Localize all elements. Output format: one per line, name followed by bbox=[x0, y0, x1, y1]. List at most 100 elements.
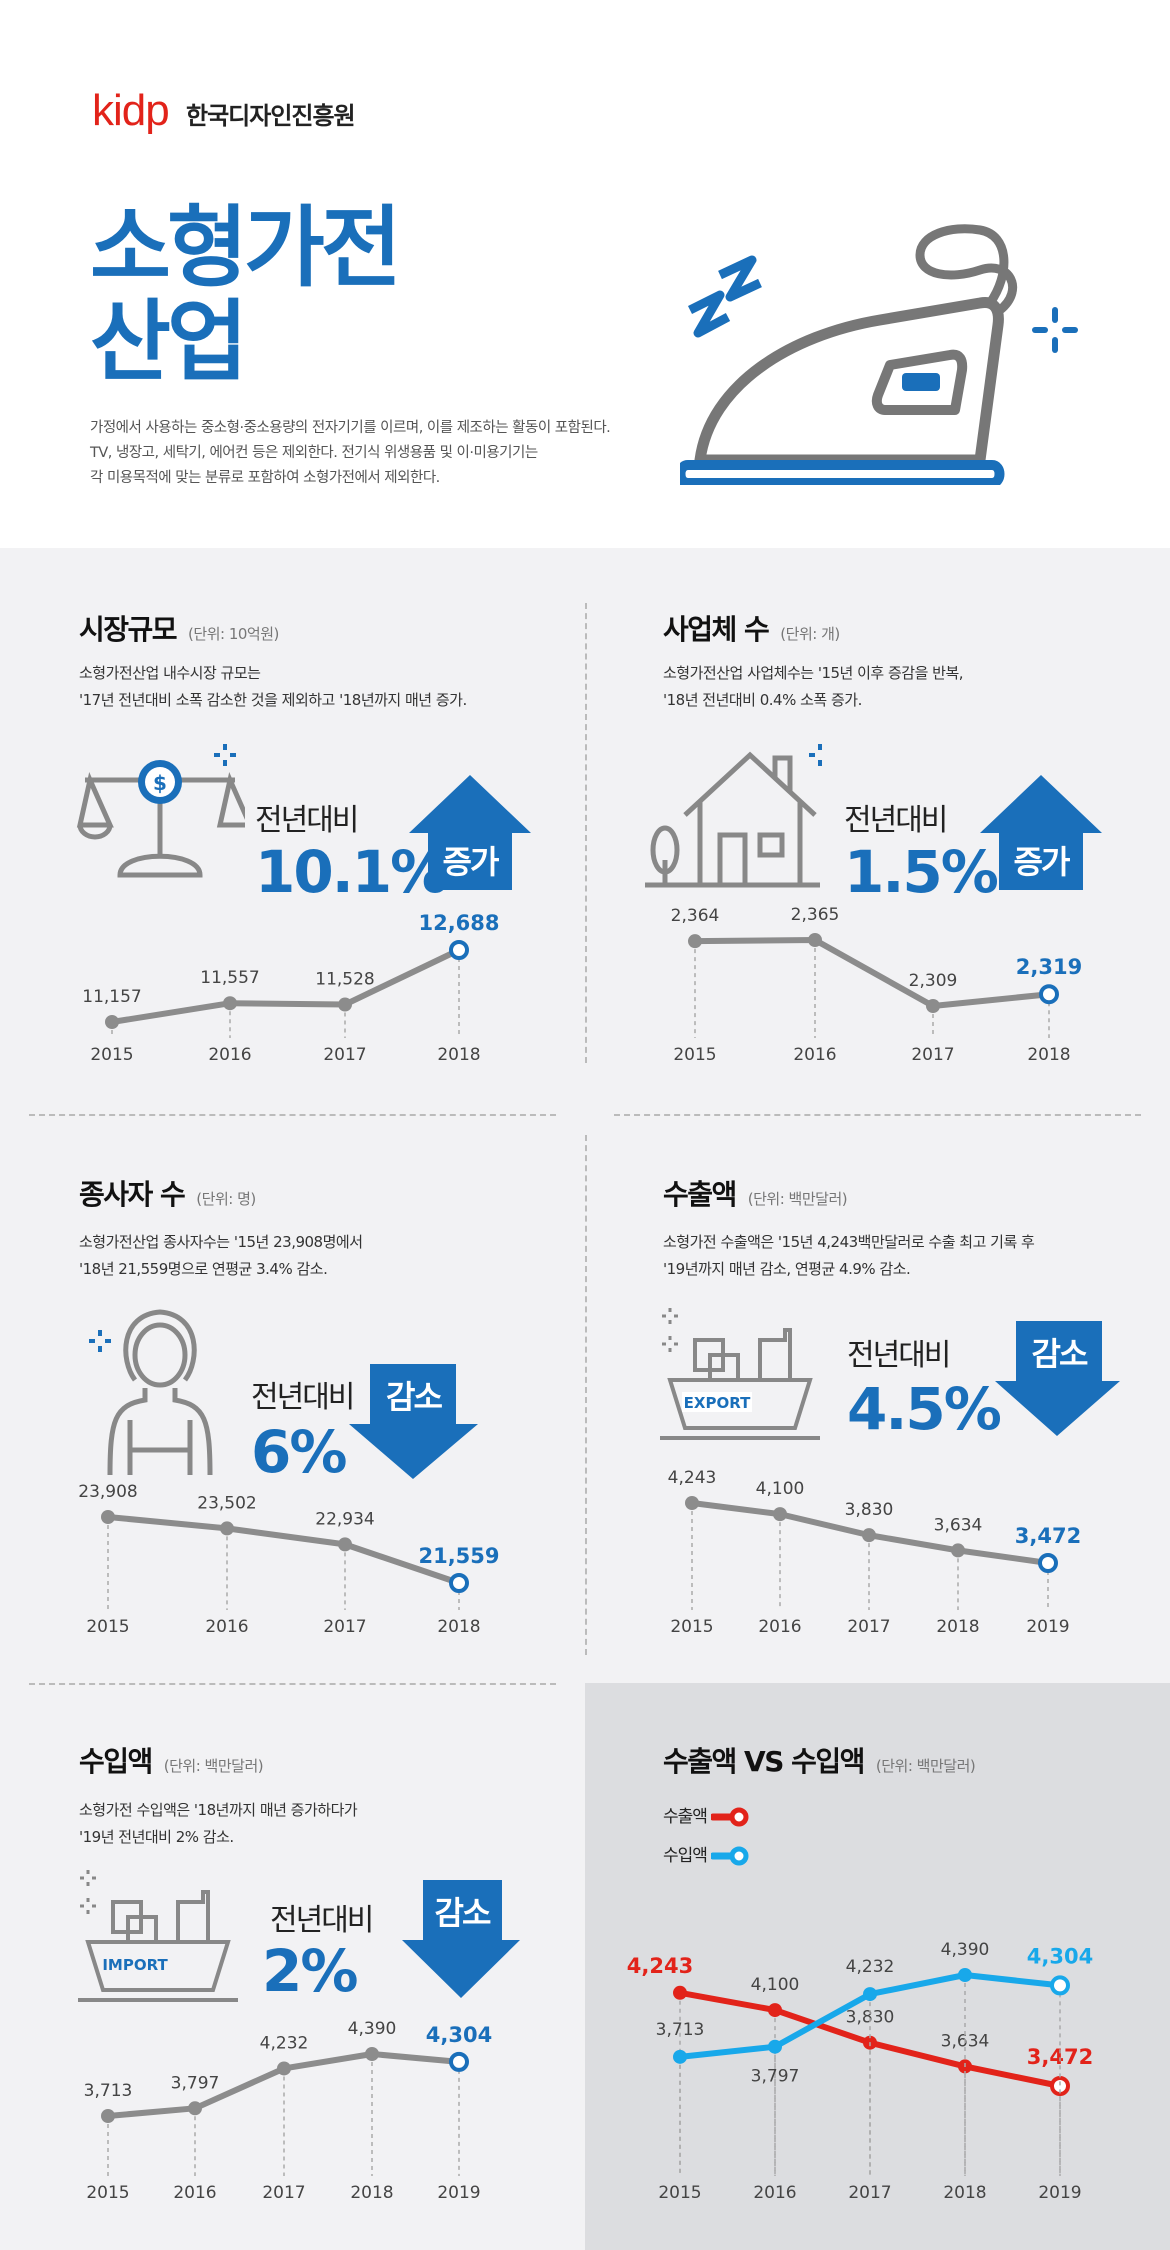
data-point-latest bbox=[1050, 2076, 1070, 2096]
data-label: 4,232 bbox=[846, 1957, 895, 1977]
workers-yoy-label: 전년대비 bbox=[251, 1380, 355, 1415]
increase-arrow: 증가 bbox=[409, 775, 531, 890]
data-point-latest bbox=[449, 2051, 469, 2072]
year-tick-label: 2016 bbox=[173, 2183, 216, 2203]
companies-desc: 소형가전산업 사업체수는 '15년 이후 증감을 반복, '18년 전년대비 0.… bbox=[663, 664, 964, 709]
data-point bbox=[926, 999, 940, 1013]
series-line bbox=[107, 1514, 460, 1586]
data-point bbox=[220, 1521, 234, 1536]
data-label: 4,243 bbox=[668, 1468, 717, 1488]
data-label: 3,830 bbox=[846, 2008, 895, 2028]
export-label: EXPORT bbox=[684, 1394, 751, 1412]
import-ship-icon: IMPORT bbox=[78, 1870, 238, 2002]
data-point bbox=[338, 1537, 352, 1552]
year-tick-label: 2015 bbox=[86, 1617, 129, 1637]
data-label: 22,934 bbox=[315, 1509, 374, 1529]
data-label: 4,100 bbox=[756, 1479, 805, 1499]
data-label: 4,304 bbox=[426, 2023, 492, 2047]
export-ship-icon: EXPORT bbox=[660, 1308, 820, 1440]
data-point bbox=[223, 996, 237, 1011]
year-tick-label: 2015 bbox=[658, 2183, 701, 2203]
year-tick-label: 2015 bbox=[90, 1045, 133, 1065]
data-point bbox=[673, 1985, 687, 2000]
data-label: 11,528 bbox=[315, 970, 374, 990]
data-label: 2,364 bbox=[671, 906, 720, 926]
year-tick-label: 2016 bbox=[205, 1617, 248, 1637]
year-tick-label: 2017 bbox=[847, 1617, 890, 1637]
legend-exports: 수출액 bbox=[663, 1802, 751, 1827]
data-point-latest bbox=[1038, 1553, 1058, 1573]
data-point bbox=[773, 1507, 787, 1522]
companies-title: 사업체 수 (단위: 개) bbox=[663, 613, 840, 646]
series-line bbox=[694, 937, 1050, 1009]
year-tick-label: 2016 bbox=[758, 1617, 801, 1637]
data-label: 3,713 bbox=[656, 2020, 705, 2040]
workers-yoy-value: 6% bbox=[251, 1418, 347, 1486]
intro-line-2: TV, 냉장고, 세탁기, 에어컨 등은 제외한다. 전기식 위생용품 및 이·… bbox=[90, 445, 538, 461]
legend-marker-red-icon bbox=[709, 1807, 749, 1827]
data-point bbox=[365, 2047, 379, 2061]
year-tick-label: 2018 bbox=[936, 1617, 979, 1637]
divider-horizontal bbox=[29, 1683, 556, 1685]
series-line bbox=[111, 947, 461, 1025]
workers-desc: 소형가전산업 종사자수는 '15년 23,908명에서 '18년 21,559명으… bbox=[79, 1233, 363, 1278]
data-label: 11,157 bbox=[82, 987, 141, 1007]
data-label: 21,559 bbox=[418, 1544, 499, 1568]
svg-text:$: $ bbox=[153, 771, 167, 795]
year-tick-label: 2017 bbox=[848, 2183, 891, 2203]
data-label: 3,472 bbox=[1015, 1524, 1081, 1548]
data-point-latest bbox=[449, 940, 469, 960]
data-label: 3,797 bbox=[751, 2067, 800, 2087]
data-point bbox=[101, 2109, 115, 2123]
data-label: 11,557 bbox=[200, 968, 259, 988]
year-tick-label: 2016 bbox=[793, 1045, 836, 1065]
data-point bbox=[673, 2049, 687, 2064]
imports-yoy-label: 전년대비 bbox=[270, 1903, 374, 1938]
legend-imports: 수입액 bbox=[663, 1841, 751, 1866]
import-label: IMPORT bbox=[102, 1956, 168, 1974]
year-tick-label: 2018 bbox=[437, 1045, 480, 1065]
market-yoy-label: 전년대비 bbox=[255, 803, 359, 838]
page-title-line1: 소형가전 bbox=[90, 196, 402, 299]
intro-line-1: 가정에서 사용하는 중소형·중소용량의 전자기기를 이르며, 이를 제조하는 활… bbox=[90, 420, 611, 436]
data-point bbox=[685, 1496, 699, 1510]
market-yoy-value: 10.1% bbox=[255, 838, 448, 906]
year-tick-label: 2018 bbox=[350, 2183, 393, 2203]
imports-desc: 소형가전 수입액은 '18년까지 매년 증가하다가 '19년 전년대비 2% 감소… bbox=[79, 1801, 358, 1846]
increase-arrow: 증가 bbox=[980, 775, 1102, 890]
data-label: 3,797 bbox=[171, 2073, 220, 2093]
iron-icon bbox=[680, 224, 1078, 485]
divider-horizontal bbox=[614, 1114, 1141, 1116]
data-point bbox=[105, 1015, 119, 1029]
data-label: 2,319 bbox=[1016, 955, 1082, 979]
data-point bbox=[951, 1543, 965, 1558]
year-tick-label: 2015 bbox=[673, 1045, 716, 1065]
data-point bbox=[863, 1987, 877, 2002]
year-tick-label: 2017 bbox=[323, 1617, 366, 1637]
worker-icon bbox=[89, 1309, 213, 1476]
data-point-latest bbox=[1050, 1975, 1070, 1996]
data-label: 4,390 bbox=[348, 2019, 397, 2039]
year-tick-label: 2017 bbox=[323, 1045, 366, 1065]
decrease-arrow: 감소 bbox=[349, 1364, 478, 1479]
data-point-latest bbox=[449, 1573, 469, 1593]
data-point-latest bbox=[1039, 984, 1059, 1005]
data-label: 3,472 bbox=[1027, 2045, 1093, 2069]
year-tick-label: 2018 bbox=[437, 1617, 480, 1637]
data-point bbox=[188, 2101, 202, 2116]
divider-horizontal bbox=[29, 1114, 556, 1116]
data-label: 4,304 bbox=[1027, 1944, 1093, 1968]
data-label: 4,232 bbox=[260, 2033, 309, 2053]
year-tick-label: 2016 bbox=[208, 1045, 251, 1065]
year-tick-label: 2016 bbox=[753, 2183, 796, 2203]
year-tick-label: 2015 bbox=[670, 1617, 713, 1637]
data-point bbox=[768, 2003, 782, 2018]
data-label: 4,100 bbox=[751, 1975, 800, 1995]
year-tick-label: 2019 bbox=[437, 2183, 480, 2203]
data-label: 3,830 bbox=[845, 1500, 894, 1520]
year-tick-label: 2019 bbox=[1038, 2183, 1081, 2203]
compare-section-bg bbox=[585, 1683, 1170, 2250]
year-tick-label: 2015 bbox=[86, 2183, 129, 2203]
data-label: 4,243 bbox=[627, 1954, 693, 1978]
